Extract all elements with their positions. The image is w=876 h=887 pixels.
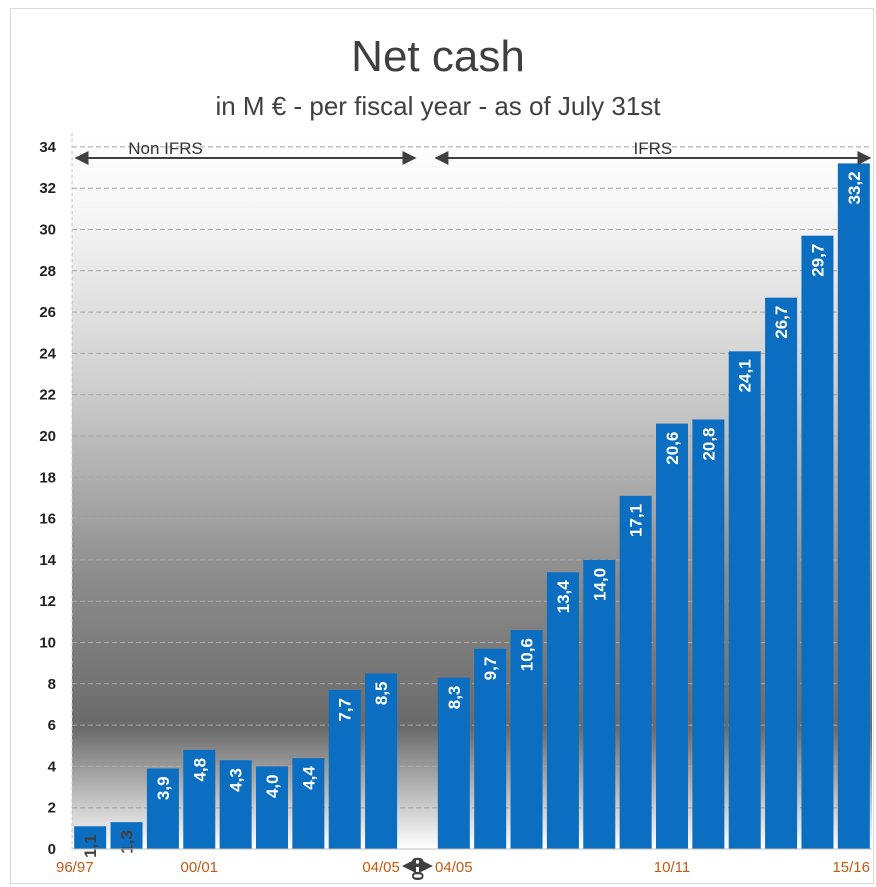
data-label: 3,9 <box>154 776 173 800</box>
data-label: 26,7 <box>772 306 791 339</box>
x-tick-label: 04/05 <box>362 859 400 876</box>
bar <box>583 559 616 849</box>
data-label: 0,0 <box>408 857 427 881</box>
data-label: 9,7 <box>481 657 500 681</box>
bar <box>801 235 834 849</box>
bar <box>219 760 252 849</box>
y-tick-label: 26 <box>39 304 56 321</box>
bar <box>837 163 870 850</box>
bar <box>765 297 798 849</box>
bar <box>365 673 398 849</box>
bar <box>74 826 107 849</box>
data-label: 33,2 <box>845 171 864 204</box>
y-tick-label: 32 <box>39 180 56 197</box>
bar <box>328 689 361 849</box>
data-label: 14,0 <box>590 568 609 601</box>
segment-label: Non IFRS <box>128 139 203 158</box>
y-tick-label: 18 <box>39 469 56 486</box>
bars <box>74 163 870 850</box>
y-tick-label: 20 <box>39 428 56 445</box>
y-tick-label: 4 <box>48 758 57 775</box>
bar <box>437 677 470 849</box>
y-tick-label: 30 <box>39 222 56 239</box>
y-tick-label: 16 <box>39 511 56 528</box>
chart-subtitle: in M € - per fiscal year - as of July 31… <box>215 91 661 121</box>
bar <box>692 419 725 849</box>
bar <box>256 766 288 849</box>
bar <box>474 648 507 849</box>
bar <box>728 351 761 849</box>
data-label: 4,3 <box>227 768 246 792</box>
data-label: 13,4 <box>554 580 573 614</box>
data-label: 8,5 <box>372 681 391 705</box>
bar <box>146 768 179 849</box>
data-label: 4,4 <box>299 766 318 790</box>
data-label: 20,8 <box>699 427 718 460</box>
bar <box>183 749 216 849</box>
y-tick-label: 34 <box>39 139 56 156</box>
data-label: 1,3 <box>118 830 137 854</box>
segment-label: IFRS <box>634 139 673 158</box>
bar <box>510 630 543 849</box>
bar <box>546 572 579 849</box>
y-tick-label: 12 <box>39 593 56 610</box>
y-tick-label: 28 <box>39 263 56 280</box>
y-tick-label: 10 <box>39 635 56 652</box>
bar <box>619 495 652 849</box>
x-tick-label: 15/16 <box>832 859 870 876</box>
bar <box>110 822 143 849</box>
data-label: 8,3 <box>445 686 464 710</box>
y-tick-label: 0 <box>48 841 56 858</box>
data-label: 10,6 <box>518 638 537 671</box>
data-label: 24,1 <box>736 359 755 392</box>
data-label: 7,7 <box>336 698 355 722</box>
x-tick-label: 04/05 <box>435 859 473 876</box>
chart-title: Net cash <box>351 32 525 81</box>
y-tick-label: 8 <box>48 676 56 693</box>
data-label: 20,6 <box>663 432 682 465</box>
data-label: 17,1 <box>627 504 646 537</box>
y-tick-label: 22 <box>39 387 56 404</box>
bar <box>656 423 688 849</box>
x-tick-label: 00/01 <box>180 859 218 876</box>
x-tick-label: 96/97 <box>56 859 94 876</box>
x-axis: 96/97 00/01 04/05 04/05 10/11 15/16 <box>56 848 872 876</box>
bar <box>292 758 325 849</box>
data-label: 1,1 <box>81 834 100 858</box>
y-tick-label: 24 <box>39 345 56 362</box>
segment-arrows: Non IFRS IFRS <box>74 139 872 165</box>
x-tick-label: 10/11 <box>654 859 690 876</box>
data-label: 29,7 <box>808 244 827 277</box>
y-tick-label: 6 <box>48 717 56 734</box>
y-tick-label: 14 <box>39 552 56 569</box>
data-label: 4,0 <box>263 774 282 798</box>
data-label: 4,8 <box>190 758 209 782</box>
y-tick-label: 2 <box>48 800 56 817</box>
data-labels: 1,1 1,3 3,9 4,8 4,3 4,0 4,4 7,7 8,5 0,0 8,3 9,7 10,6… <box>81 171 864 880</box>
